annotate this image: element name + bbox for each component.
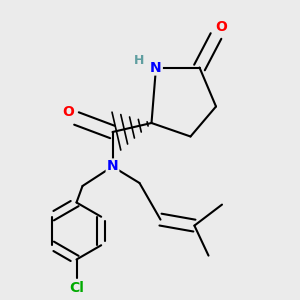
Text: Cl: Cl bbox=[69, 281, 84, 295]
Text: O: O bbox=[215, 20, 227, 34]
Text: N: N bbox=[150, 61, 162, 74]
Text: N: N bbox=[107, 160, 118, 173]
Text: O: O bbox=[62, 106, 74, 119]
Text: H: H bbox=[134, 53, 145, 67]
